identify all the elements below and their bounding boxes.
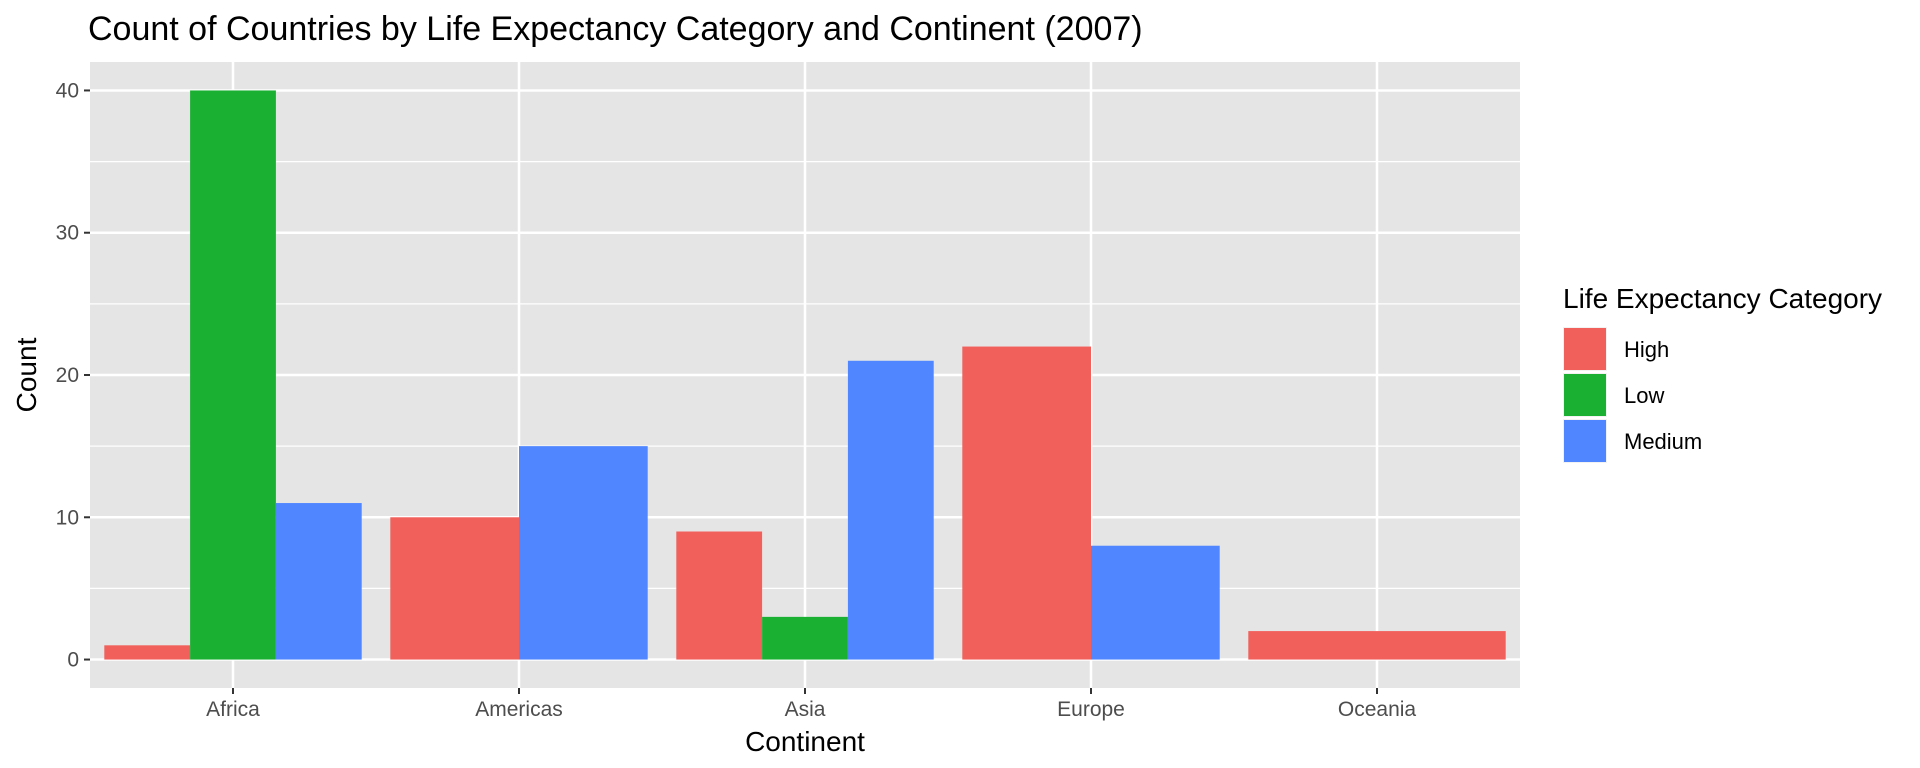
bar-asia-low [762,616,848,660]
y-axis-title: Count [11,337,42,412]
bars [104,90,1506,660]
bar-europe-medium [1091,545,1220,660]
x-tick-label: Asia [785,698,826,721]
y-tick-label: 10 [56,506,79,529]
legend: Life Expectancy Category High Low Medium [1563,283,1882,463]
legend-title: Life Expectancy Category [1563,283,1882,314]
x-tick-label: Africa [206,698,260,721]
x-axis: Africa Americas Asia Europe Oceania [206,688,1416,721]
y-tick-label: 30 [56,222,79,245]
legend-label-low: Low [1624,383,1664,408]
x-axis-title: Continent [745,726,865,757]
y-axis: 0 10 20 30 40 [56,79,90,672]
y-tick-label: 40 [56,79,79,102]
bar-oceania-high [1248,631,1506,660]
y-tick-label: 0 [67,649,79,672]
bar-africa-high [104,645,191,660]
bar-asia-medium [847,360,934,660]
legend-key-high [1564,328,1606,370]
x-tick-label: Oceania [1338,698,1417,721]
bar-americas-medium [519,446,648,660]
x-tick-label: Americas [475,698,563,721]
legend-key-medium [1564,420,1606,462]
bar-africa-medium [275,503,362,660]
y-tick-label: 20 [56,364,79,387]
bar-europe-high [962,346,1091,660]
bar-americas-high [390,517,519,660]
x-tick-label: Europe [1057,698,1125,721]
chart-title: Count of Countries by Life Expectancy Ca… [88,10,1143,48]
legend-label-medium: Medium [1624,429,1702,454]
legend-key-low [1564,374,1606,416]
legend-label-high: High [1624,337,1669,362]
bar-asia-high [676,531,763,660]
bar-africa-low [190,90,276,660]
